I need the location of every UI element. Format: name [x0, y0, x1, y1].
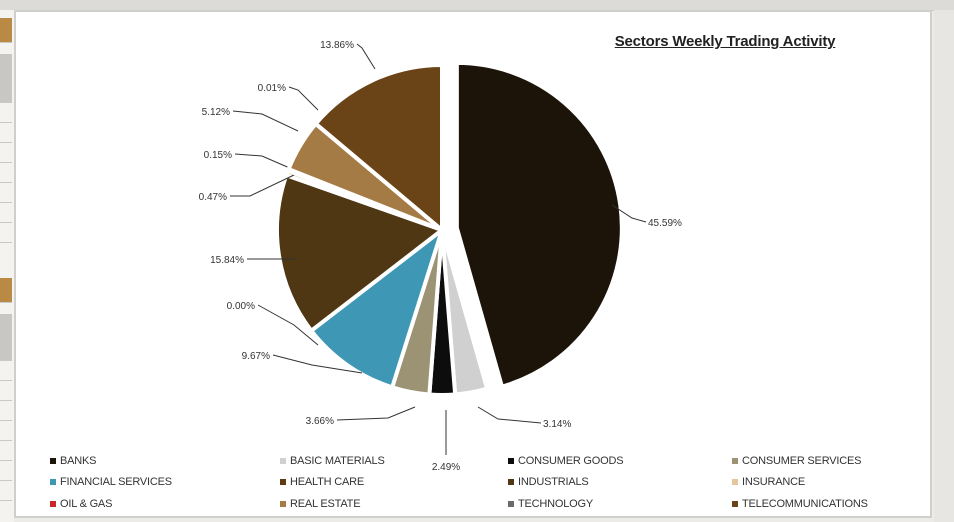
legend-item: TELECOMMUNICATIONS [732, 498, 868, 510]
leader-line [336, 406, 416, 421]
legend-swatch [508, 501, 514, 507]
cell [0, 480, 12, 501]
data-label: 2.49% [432, 462, 460, 473]
legend-label: INDUSTRIALS [518, 476, 589, 488]
pie-slice-banks[interactable] [454, 60, 624, 389]
legend-item: BASIC MATERIALS [280, 455, 385, 467]
leader-line [356, 43, 376, 70]
legend-swatch [50, 479, 56, 485]
legend-item: OIL & GAS [50, 498, 112, 510]
legend-swatch [280, 501, 286, 507]
leader-line [288, 86, 319, 111]
leader-line [230, 174, 295, 197]
legend-item: INDUSTRIALS [508, 476, 589, 488]
pie-slice-industrials[interactable] [275, 173, 444, 333]
legend-swatch [280, 458, 286, 464]
legend-swatch [50, 501, 56, 507]
legend-label: REAL ESTATE [290, 498, 361, 510]
legend-swatch [508, 479, 514, 485]
legend-label: TELECOMMUNICATIONS [742, 498, 868, 510]
data-label: 3.14% [543, 419, 571, 430]
cell [0, 202, 12, 223]
legend-item: HEALTH CARE [280, 476, 364, 488]
legend-label: CONSUMER SERVICES [742, 455, 862, 467]
data-label: 0.00% [227, 301, 255, 312]
legend-item: INSURANCE [732, 476, 805, 488]
data-label: 0.01% [258, 83, 286, 94]
leader-line [611, 204, 647, 223]
cell [0, 360, 12, 381]
legend-swatch [508, 458, 514, 464]
cell [0, 400, 12, 421]
cell [0, 122, 12, 143]
cell [0, 440, 12, 461]
data-label: 15.84% [210, 255, 244, 266]
legend-swatch [732, 479, 738, 485]
data-label: 45.59% [648, 218, 682, 229]
cell [0, 380, 12, 401]
pie-slice-telecommunications[interactable] [313, 63, 444, 232]
data-label: 3.66% [306, 416, 334, 427]
legend-item: FINANCIAL SERVICES [50, 476, 172, 488]
legend-label: BANKS [60, 455, 97, 467]
leader-line [272, 354, 363, 374]
cell [0, 222, 12, 243]
data-label: 9.67% [242, 351, 270, 362]
cell [0, 460, 12, 481]
legend-label: HEALTH CARE [290, 476, 364, 488]
spreadsheet-left-cells [0, 10, 14, 522]
leader-line [257, 304, 319, 346]
cell-grey [0, 314, 12, 361]
legend-item: CONSUMER SERVICES [732, 455, 861, 467]
legend-item: REAL ESTATE [280, 498, 361, 510]
legend-item: TECHNOLOGY [508, 498, 593, 510]
cell-grey [0, 54, 12, 103]
chart-title: Sectors Weekly Trading Activity [614, 33, 836, 50]
legend-swatch [280, 479, 286, 485]
cell [0, 142, 12, 163]
leader-line [477, 406, 542, 424]
leader-line [232, 110, 299, 132]
legend-label: BASIC MATERIALS [290, 455, 385, 467]
cell [0, 420, 12, 441]
legend-label: INSURANCE [742, 476, 805, 488]
data-label: 0.15% [204, 150, 232, 161]
cell-header [0, 18, 12, 43]
cell [0, 182, 12, 203]
legend-item: BANKS [50, 455, 96, 467]
data-label: 13.86% [320, 40, 354, 51]
leader-line [234, 153, 293, 170]
cell [0, 162, 12, 183]
legend-swatch [732, 458, 738, 464]
legend-label: FINANCIAL SERVICES [60, 476, 172, 488]
legend-label: CONSUMER GOODS [518, 455, 624, 467]
spreadsheet-right-strip [934, 10, 954, 522]
legend-swatch [732, 501, 738, 507]
legend-item: CONSUMER GOODS [508, 455, 624, 467]
legend-swatch [50, 458, 56, 464]
legend-label: TECHNOLOGY [518, 498, 594, 510]
cell-header [0, 278, 12, 303]
data-label: 0.47% [199, 192, 227, 203]
legend-label: OIL & GAS [60, 498, 113, 510]
pie-slice-financial-services[interactable] [309, 228, 444, 390]
cell [0, 102, 12, 123]
data-label: 5.12% [202, 107, 230, 118]
